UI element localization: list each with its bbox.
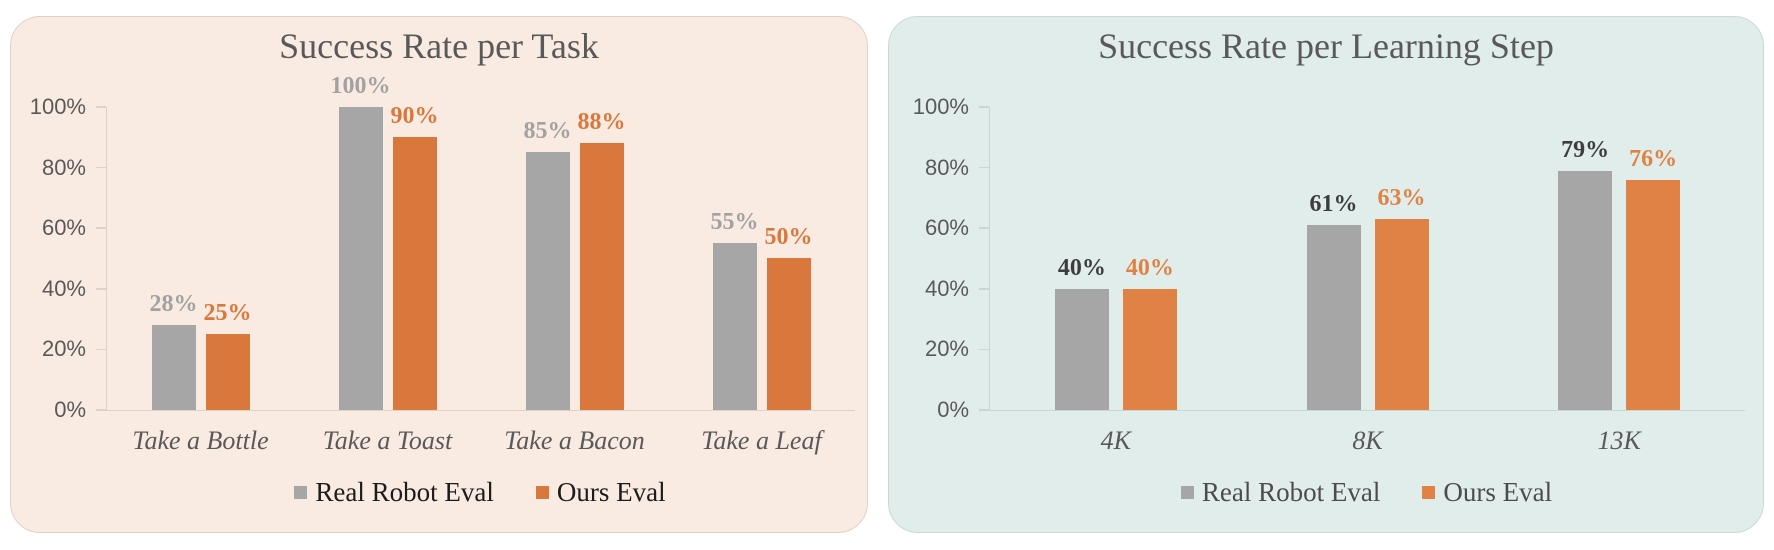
y-axis-tick: [979, 166, 989, 169]
bar-value-label: 55%: [710, 209, 759, 235]
y-tick-label: 40%: [924, 275, 969, 301]
y-axis-tick: [979, 288, 989, 290]
y-tick-label: 100%: [29, 94, 86, 119]
bar-value-label: 28%: [149, 291, 198, 317]
bar-value-label: 61%: [1309, 191, 1358, 217]
category-label: 4K: [1100, 426, 1131, 455]
legend: Real Robot Eval Ours Eval: [106, 477, 854, 508]
bar-value-label: 63%: [1377, 185, 1426, 211]
category-label: Take a Bottle: [132, 426, 269, 455]
bar-ours-eval-13k: [1626, 180, 1681, 410]
y-axis-tick: [979, 227, 989, 229]
bar-ours-eval-take-a-bottle: [205, 334, 250, 410]
bar-real-robot-eval-8k: [1306, 225, 1361, 410]
category-label: Take a Bacon: [504, 426, 645, 455]
chart-title: Success Rate per Task: [279, 26, 599, 66]
plot-area: 4K 40% 40% 8K 61% 63% 13K 79% 76%: [989, 107, 1745, 455]
legend-swatch-ours-eval: [535, 486, 549, 499]
bar-real-robot-eval-take-a-bottle: [151, 325, 196, 410]
bar-value-label: 88%: [577, 109, 626, 135]
y-tick-label: 0%: [54, 397, 86, 422]
legend-label: Real Robot Eval: [1201, 477, 1381, 507]
legend-label: Ours Eval: [556, 477, 666, 507]
y-tick-label: 20%: [41, 336, 86, 362]
y-axis-tick: [96, 409, 106, 411]
legend-swatch-ours-eval: [1422, 486, 1436, 499]
bar-value-label: 90%: [390, 103, 439, 129]
bar-value-label: 25%: [203, 300, 252, 326]
category-label: Take a Toast: [322, 426, 453, 455]
bar-value-label: 40%: [1057, 255, 1106, 281]
category-label: Take a Leaf: [701, 426, 822, 455]
y-axis-tick: [979, 409, 989, 411]
legend-label: Real Robot Eval: [315, 477, 494, 507]
bar-real-robot-eval-take-a-bacon: [525, 152, 570, 410]
legend-swatch-real-robot-eval: [294, 486, 308, 499]
legend-item-ours-eval: Ours Eval: [1422, 477, 1552, 508]
y-tick-label: 40%: [41, 275, 86, 301]
category-label: 13K: [1597, 426, 1641, 455]
y-axis-tick: [96, 106, 106, 108]
y-tick-label: 100%: [912, 94, 969, 119]
chart-panel-success-rate-per-learning-step: Success Rate per Learning Step 4K 40% 40% 8…: [888, 16, 1764, 533]
legend-item-real-robot-eval: Real Robot Eval: [1180, 477, 1381, 508]
bar-real-robot-eval-4k: [1054, 289, 1109, 410]
legend-item-ours-eval: Ours Eval: [535, 477, 666, 508]
bar-value-label: 50%: [764, 224, 813, 250]
legend-swatch-real-robot-eval: [1180, 486, 1194, 499]
bar-ours-eval-take-a-leaf: [766, 258, 811, 410]
bar-ours-eval-4k: [1122, 289, 1177, 410]
y-tick-label: 60%: [924, 215, 969, 241]
plot-area: Take a Bottle 28% 25% Take a Toast 100% 90% Ta…: [106, 73, 855, 455]
y-tick-label: 20%: [924, 336, 969, 362]
y-axis-tick: [96, 166, 106, 169]
bar-ours-eval-take-a-toast: [392, 137, 437, 410]
y-tick-label: 80%: [41, 154, 86, 180]
bar-ours-eval-8k: [1374, 219, 1429, 410]
chart-title: Success Rate per Learning Step: [1098, 26, 1554, 66]
category-label: 8K: [1352, 426, 1383, 455]
bar-value-label: 79%: [1561, 137, 1610, 163]
y-axis-tick: [979, 106, 989, 108]
legend-item-real-robot-eval: Real Robot Eval: [294, 477, 494, 508]
bar-value-label: 40%: [1125, 255, 1174, 281]
y-axis-tick: [96, 288, 106, 290]
bar-value-label: 85%: [523, 118, 572, 144]
bar-real-robot-eval-13k: [1558, 171, 1613, 410]
bar-real-robot-eval-take-a-leaf: [712, 243, 757, 410]
y-axis-tick: [96, 227, 106, 229]
legend-label: Ours Eval: [1443, 477, 1553, 507]
bar-value-label: 76%: [1629, 146, 1678, 172]
y-axis-tick: [96, 348, 106, 351]
y-tick-label: 60%: [41, 215, 86, 241]
legend: Real Robot Eval Ours Eval: [989, 477, 1744, 508]
bar-value-label: 100%: [330, 73, 391, 99]
y-axis-tick: [979, 348, 989, 351]
y-tick-label: 80%: [924, 154, 969, 180]
bar-real-robot-eval-take-a-toast: [338, 107, 383, 410]
bar-ours-eval-take-a-bacon: [579, 143, 624, 410]
chart-panel-success-rate-per-task: Success Rate per Task Take a Bottle 28% 25…: [10, 16, 868, 533]
y-tick-label: 0%: [937, 397, 969, 422]
